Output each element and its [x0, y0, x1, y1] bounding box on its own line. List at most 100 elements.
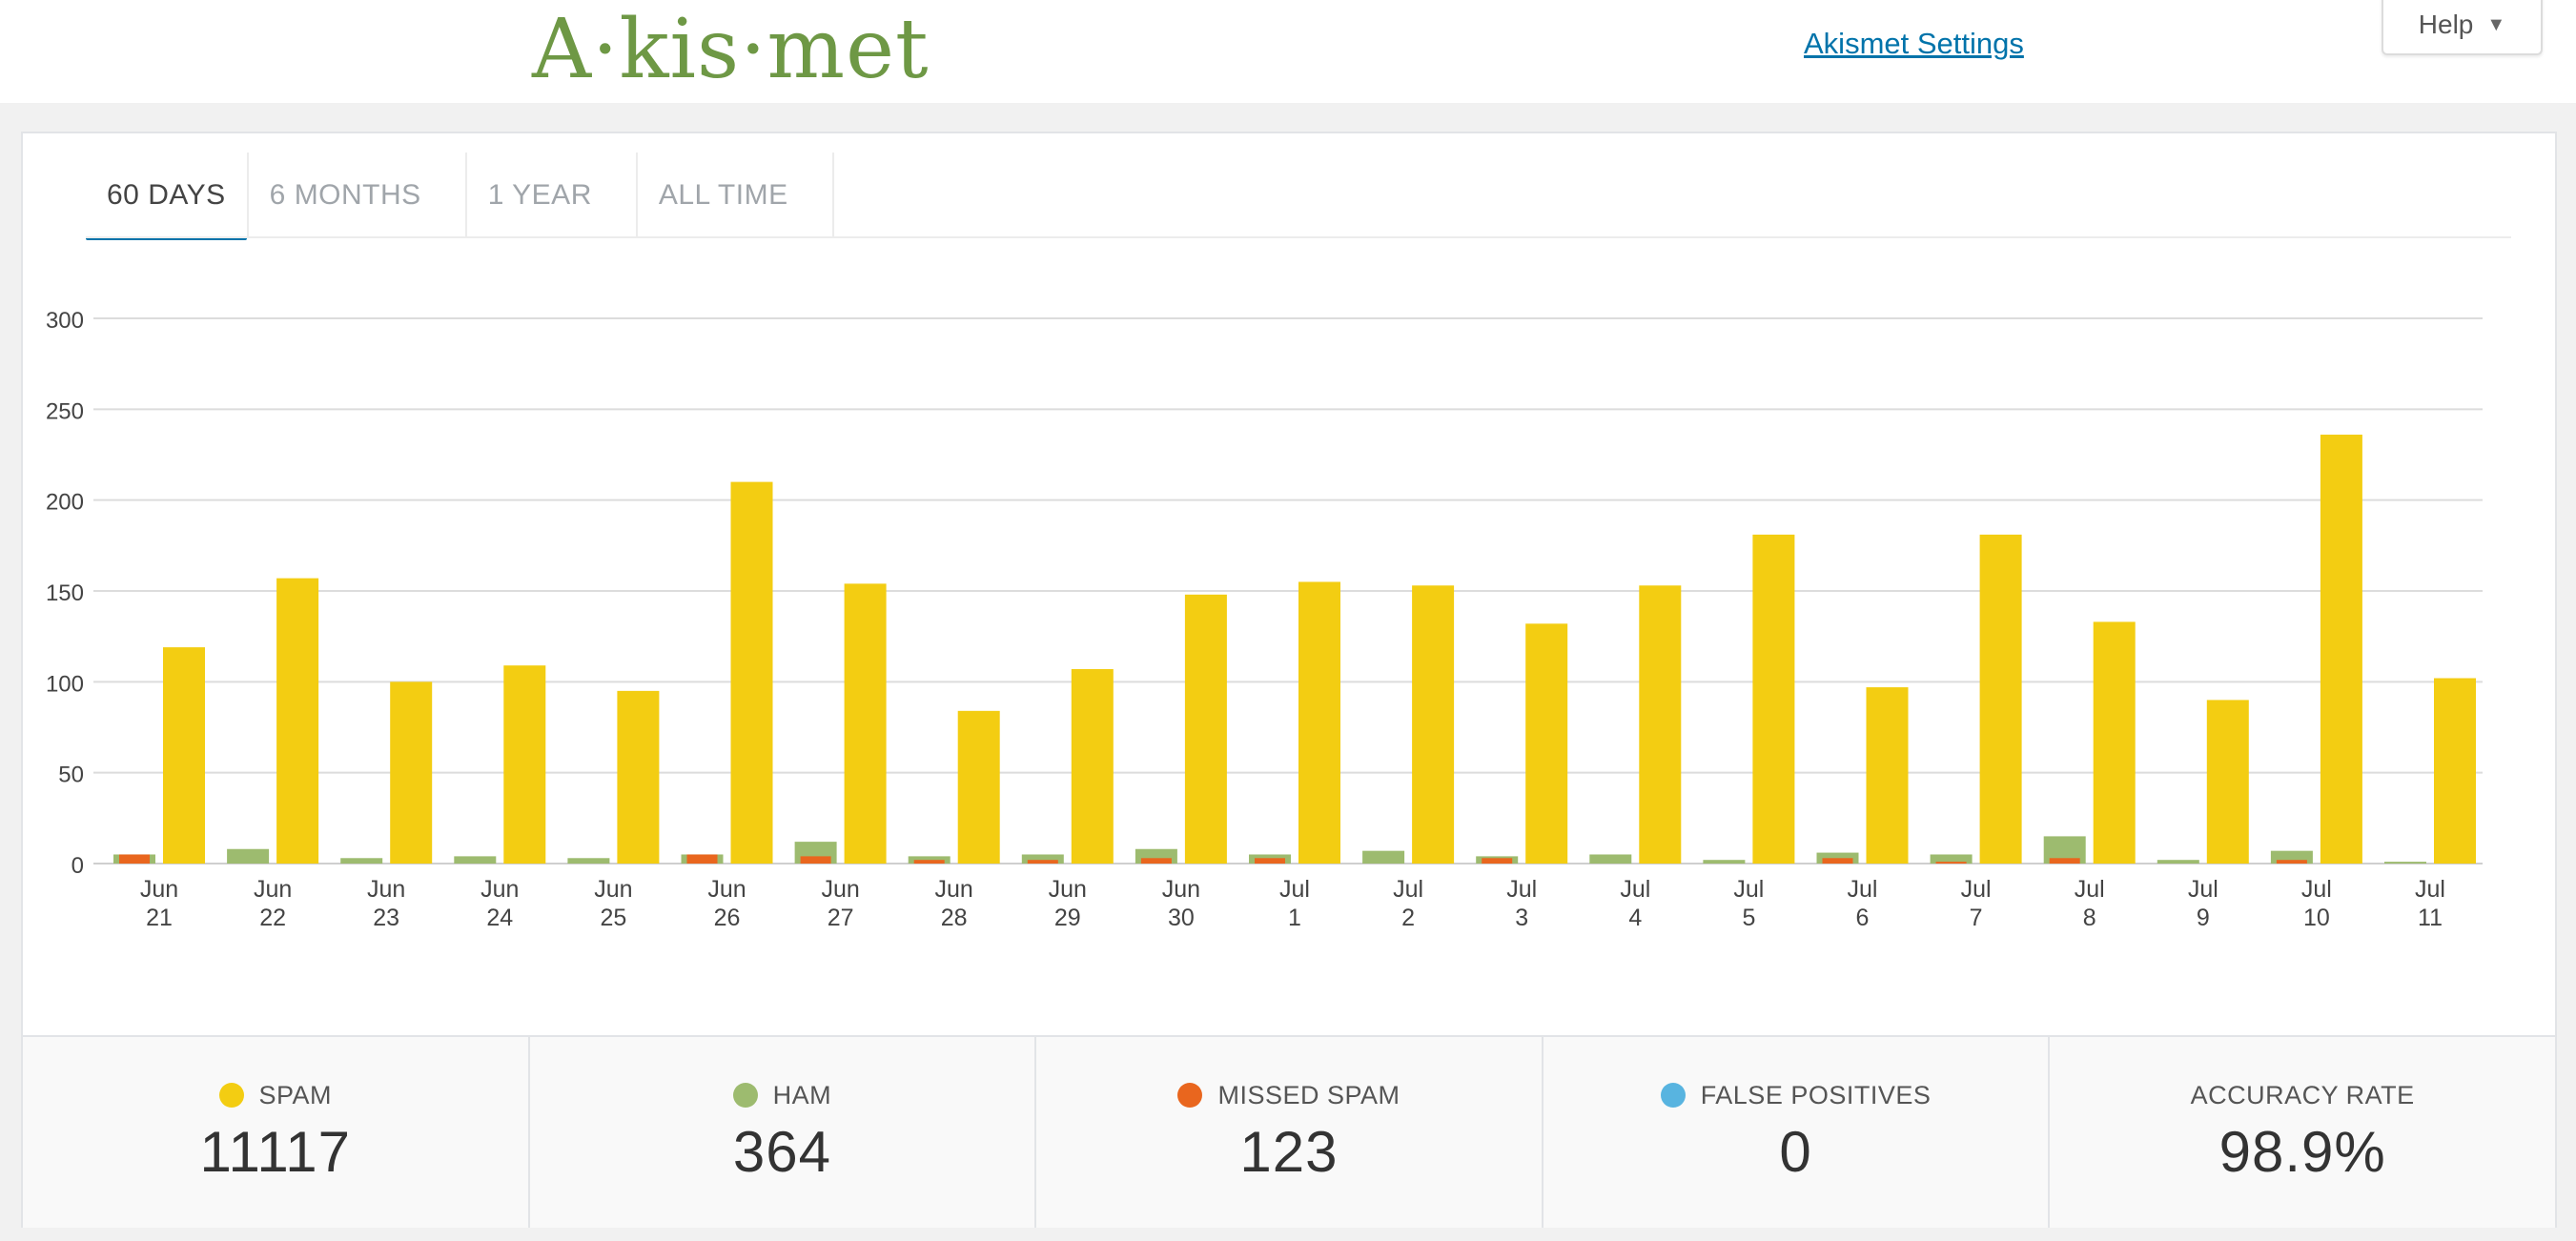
x-tick-day: 24	[486, 905, 513, 931]
missed-spam-bar	[1027, 860, 1058, 864]
spam-dot-icon	[218, 1083, 244, 1108]
missed-spam-bar	[2049, 858, 2080, 864]
stat-label: SPAM	[258, 1080, 333, 1109]
spam-bar	[1412, 585, 1455, 864]
x-tick-month: Jun	[1162, 876, 1200, 903]
y-tick-label: 200	[46, 490, 84, 516]
tab-1-year[interactable]: 1 YEAR	[467, 153, 638, 238]
spam-bar	[2206, 700, 2249, 864]
akismet-settings-link[interactable]: Akismet Settings	[1804, 27, 2024, 60]
y-tick-label: 300	[46, 308, 84, 334]
help-button[interactable]: Help ▼	[2382, 0, 2543, 55]
spam-bar	[1184, 594, 1227, 864]
x-tick-day: 2	[1401, 905, 1415, 931]
x-tick-month: Jul	[1733, 876, 1764, 903]
x-tick-month: Jul	[1393, 876, 1423, 903]
stat-value: 364	[732, 1120, 831, 1184]
x-tick-month: Jun	[935, 876, 973, 903]
x-tick-month: Jun	[140, 876, 178, 903]
x-tick-day: 26	[714, 905, 741, 931]
spam-bar	[1752, 534, 1795, 864]
x-tick-day: 23	[373, 905, 399, 931]
ham-bar	[454, 856, 497, 864]
x-tick-day: 5	[1742, 905, 1755, 931]
ham-bar	[1589, 854, 1632, 864]
x-tick-month: Jul	[2301, 876, 2332, 903]
ham-bar	[1021, 854, 1064, 864]
x-tick-day: 11	[2418, 905, 2443, 931]
y-tick-label: 100	[46, 671, 84, 697]
false-positives-dot-icon	[1660, 1083, 1686, 1108]
spam-bar	[2434, 678, 2476, 864]
spam-bar	[957, 710, 1000, 864]
top-bar: A·kis·met Akismet Settings Help ▼	[0, 0, 2576, 103]
tab-label: 6 MONTHS	[269, 179, 421, 211]
spam-bar	[617, 690, 660, 864]
tab-60-days[interactable]: 60 DAYS	[86, 153, 249, 240]
x-tick-month: Jun	[594, 876, 632, 903]
x-tick-day: 22	[259, 905, 286, 931]
stat-false-positives: FALSE POSITIVES 0	[1544, 1037, 2051, 1228]
spam-bar	[1071, 668, 1114, 864]
ham-bar	[567, 858, 610, 864]
missed-spam-dot-icon	[1177, 1083, 1203, 1108]
spam-bar	[1525, 623, 1568, 864]
stat-label: ACCURACY RATE	[2190, 1080, 2415, 1109]
ham-bar	[227, 848, 270, 864]
missed-spam-bar	[1482, 858, 1513, 864]
akismet-logo: A·kis·met	[532, 2, 930, 97]
tab-all-time[interactable]: ALL TIME	[638, 153, 834, 238]
tabs-divider	[86, 236, 2511, 238]
spam-bar	[276, 578, 319, 864]
tab-label: 1 YEAR	[487, 179, 592, 211]
spam-bar	[2093, 621, 2136, 864]
x-tick-month: Jun	[707, 876, 746, 903]
x-tick-month: Jul	[2075, 876, 2105, 903]
tab-label: ALL TIME	[658, 179, 788, 211]
stat-label: MISSED SPAM	[1217, 1080, 1400, 1109]
x-tick-day: 1	[1288, 905, 1301, 931]
stat-value: 11117	[199, 1120, 352, 1184]
x-tick-day: 28	[941, 905, 968, 931]
y-tick-label: 50	[58, 763, 84, 788]
ham-bar	[2384, 862, 2426, 864]
ham-bar	[1930, 854, 1973, 864]
spam-bar	[390, 682, 433, 864]
stats-summary: SPAM 11117 HAM 364 MISSED SPAM 123 FALSE…	[23, 1035, 2555, 1228]
spam-bar	[1298, 581, 1340, 864]
x-tick-day: 29	[1054, 905, 1081, 931]
x-tick-month: Jul	[1279, 876, 1310, 903]
ham-bar	[1362, 850, 1405, 864]
spam-bar-chart: 050100150200250300Jun21Jun22Jun23Jun24Ju…	[46, 308, 2483, 931]
missed-spam-bar	[1255, 858, 1285, 864]
spam-bar	[503, 665, 546, 864]
spam-bar	[163, 647, 205, 864]
x-tick-day: 25	[600, 905, 626, 931]
x-tick-month: Jul	[2415, 876, 2445, 903]
y-tick-label: 0	[72, 853, 84, 879]
x-tick-month: Jul	[1848, 876, 1878, 903]
x-tick-day: 21	[146, 905, 173, 931]
ham-dot-icon	[732, 1083, 758, 1108]
period-tabs: 60 DAYS 6 MONTHS 1 YEAR ALL TIME	[86, 153, 834, 240]
x-tick-month: Jun	[480, 876, 519, 903]
x-tick-day: 30	[1168, 905, 1195, 931]
x-tick-day: 6	[1856, 905, 1870, 931]
spam-bar	[2320, 435, 2362, 864]
spam-bar	[1639, 585, 1682, 864]
x-tick-month: Jul	[1620, 876, 1650, 903]
x-tick-month: Jul	[1961, 876, 1992, 903]
x-tick-day: 27	[828, 905, 854, 931]
x-tick-day: 9	[2197, 905, 2210, 931]
stats-card: 60 DAYS 6 MONTHS 1 YEAR ALL TIME 0 50 100 1…	[21, 132, 2557, 1228]
x-tick-day: 4	[1628, 905, 1642, 931]
tab-label: 60 DAYS	[107, 179, 226, 211]
x-tick-day: 8	[2083, 905, 2096, 931]
missed-spam-bar	[800, 856, 831, 864]
missed-spam-bar	[686, 854, 718, 864]
x-tick-day: 3	[1515, 905, 1528, 931]
caret-down-icon: ▼	[2486, 13, 2506, 35]
missed-spam-bar	[913, 860, 945, 864]
tab-6-months[interactable]: 6 MONTHS	[249, 153, 467, 238]
stat-accuracy-rate: ACCURACY RATE 98.9%	[2050, 1037, 2555, 1228]
